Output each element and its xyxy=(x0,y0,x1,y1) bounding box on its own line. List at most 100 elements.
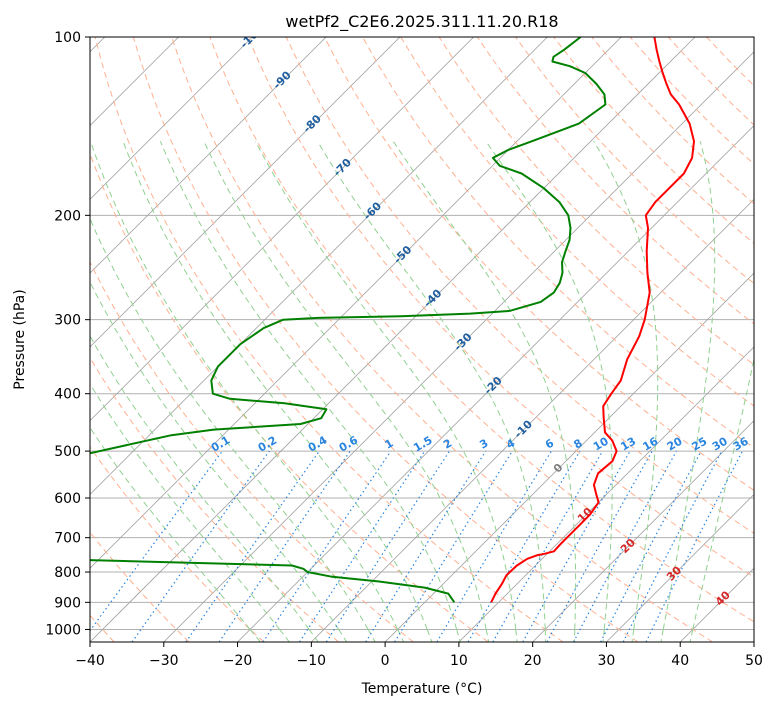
x-tick-label: 10 xyxy=(450,653,468,669)
x-tick-label: 0 xyxy=(381,653,390,669)
dry-adiabat-line xyxy=(19,37,414,642)
isotherm-line xyxy=(0,37,400,642)
y-axis-label: Pressure (hPa) xyxy=(12,289,28,389)
mixing-ratio-line xyxy=(219,451,350,642)
moist-adiabat-line xyxy=(516,629,518,643)
chart-title: wetPf2_C2E6.2025.311.11.20.R18 xyxy=(285,12,558,32)
moist-adiabat-line xyxy=(594,141,658,629)
isotherm-label: -10 xyxy=(512,417,535,440)
isotherm-line xyxy=(90,37,695,642)
moist-adiabat-line xyxy=(250,629,261,643)
mixing-ratio-line xyxy=(326,451,449,642)
moist-adiabat-line xyxy=(123,141,427,629)
moist-adiabat-line xyxy=(663,141,714,629)
x-tick-label: 20 xyxy=(524,653,542,669)
moist-adiabat-line xyxy=(661,629,664,643)
isotherm-label: -40 xyxy=(421,287,444,310)
dry-adiabat-line xyxy=(630,37,775,642)
isotherm-label: 30 xyxy=(664,563,684,583)
moist-adiabat-line xyxy=(457,629,461,643)
x-axis-label: Temperature (°C) xyxy=(361,681,483,697)
x-tick-label: 50 xyxy=(745,653,763,669)
moist-adiabat-line xyxy=(693,141,775,629)
moist-adiabat-line xyxy=(486,141,612,629)
mixing-ratio-line xyxy=(300,451,425,642)
isotherm-label: 0 xyxy=(551,461,566,476)
y-tick-label: 600 xyxy=(54,491,81,507)
moist-adiabat-line xyxy=(632,629,634,643)
moist-adiabat-line xyxy=(368,629,376,643)
mixing-ratio-line xyxy=(132,451,269,642)
plot-frame xyxy=(90,37,754,642)
moist-adiabat-line xyxy=(398,629,404,643)
isotherm-label: -90 xyxy=(271,68,294,91)
mixing-ratio-line xyxy=(366,451,486,642)
dry-adiabat-line xyxy=(668,37,775,642)
mixing-ratio-line xyxy=(82,451,223,642)
mixing-ratio-line xyxy=(523,451,630,642)
isotherm-line xyxy=(311,37,775,642)
x-tick-label: −10 xyxy=(297,653,327,669)
moist-adiabat-line xyxy=(427,629,432,643)
dry-adiabat-line xyxy=(439,37,775,642)
moist-adiabat-line xyxy=(603,629,604,643)
x-tick-label: −40 xyxy=(75,653,105,669)
mixing-ratio-line xyxy=(263,451,391,642)
mixing-ratio-label: 3 xyxy=(477,437,490,452)
isotherm-label: 40 xyxy=(713,588,733,608)
y-tick-label: 800 xyxy=(54,565,81,581)
mixing-ratio-label: 4 xyxy=(504,436,517,451)
mixing-ratio-line xyxy=(395,451,513,642)
isotherm-line xyxy=(0,37,326,642)
moist-adiabat-line xyxy=(256,141,516,629)
y-tick-label: 500 xyxy=(54,444,81,460)
dry-adiabat-line xyxy=(592,37,775,642)
isotherm-label: -30 xyxy=(451,330,474,353)
dry-adiabat-line xyxy=(133,37,638,642)
isotherm-label: -80 xyxy=(301,112,324,135)
y-tick-label: 1000 xyxy=(45,622,81,638)
isotherm-line xyxy=(680,37,775,642)
mixing-ratio-line xyxy=(601,451,702,642)
isotherm-line xyxy=(459,37,775,642)
dry-adiabat-line xyxy=(0,37,189,642)
isotherm-line xyxy=(16,37,621,642)
mixing-ratio-label: 2 xyxy=(441,437,454,452)
moist-adiabat-line xyxy=(318,141,546,629)
y-tick-label: 300 xyxy=(54,313,81,329)
isotherm-label: 10 xyxy=(575,505,595,525)
x-tick-label: 30 xyxy=(598,653,616,669)
x-tick-label: 40 xyxy=(671,653,689,669)
moist-adiabat-line xyxy=(91,141,398,629)
x-tick-label: −30 xyxy=(149,653,179,669)
y-axis: 100 200 300 400 500 600 700 800 900 1000 xyxy=(45,30,90,638)
y-tick-label: 400 xyxy=(54,387,81,403)
mixing-ratio-label: 6 xyxy=(543,436,556,451)
y-tick-label: 900 xyxy=(54,595,81,611)
mixing-ratio-line xyxy=(646,451,743,642)
moist-adiabat-line xyxy=(280,629,291,643)
dry-adiabat-line xyxy=(95,37,563,642)
y-tick-label: 700 xyxy=(54,531,81,547)
background-lines xyxy=(0,37,775,643)
moist-adiabat-line xyxy=(36,141,339,629)
y-tick-label: 100 xyxy=(54,30,81,46)
dry-adiabat-line xyxy=(707,37,775,642)
dry-adiabat-line xyxy=(0,37,264,642)
dry-adiabat-line xyxy=(0,37,339,642)
moist-adiabat-line xyxy=(545,629,546,643)
isotherm-label: -50 xyxy=(391,243,414,266)
x-tick-label: −20 xyxy=(223,653,253,669)
y-tick-label: 200 xyxy=(54,208,81,224)
moist-adiabat-line xyxy=(0,141,280,629)
dry-adiabat-line xyxy=(554,37,775,642)
moist-adiabat-line xyxy=(160,141,456,629)
moist-adiabat-line xyxy=(339,629,348,643)
isotherm-label: -60 xyxy=(361,199,384,222)
moist-adiabat-line xyxy=(62,141,368,629)
isotherm-line xyxy=(754,37,775,642)
x-axis: −40 −30 −20 −10 0 10 20 30 40 50 xyxy=(75,642,763,669)
